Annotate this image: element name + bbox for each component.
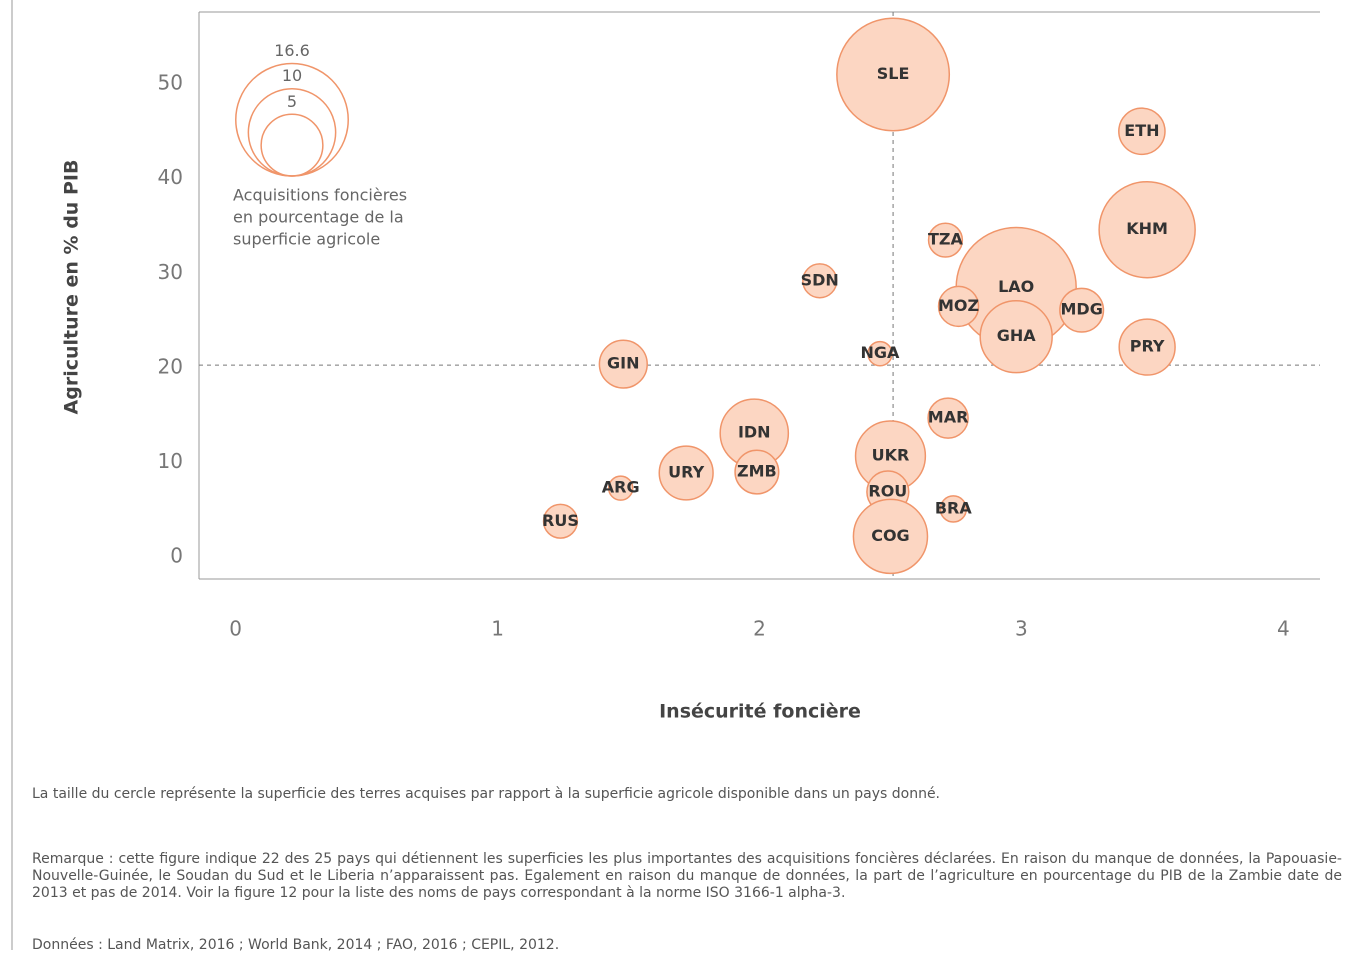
bubble xyxy=(867,340,893,367)
y-tick-label: 30 xyxy=(158,260,183,284)
bubble-label: SDN xyxy=(801,270,839,289)
bubble-label: NGA xyxy=(861,343,901,362)
size-legend-text: superficie agricole xyxy=(233,230,380,249)
bubble xyxy=(542,503,579,539)
bubble xyxy=(852,498,929,575)
bubble-label: SLE xyxy=(877,64,910,83)
bubble-label: ETH xyxy=(1124,121,1159,140)
bubble-label: GHA xyxy=(997,326,1037,345)
bubble xyxy=(927,397,969,439)
bubble xyxy=(979,299,1053,374)
bubble-label: URY xyxy=(668,462,704,481)
bubble-label: MOZ xyxy=(938,296,979,315)
bubble-label: ROU xyxy=(868,481,907,500)
x-tick-label: 2 xyxy=(753,617,766,641)
bubble xyxy=(607,475,634,501)
bubble xyxy=(836,17,951,132)
bubble xyxy=(927,222,964,258)
bubble-label: UKR xyxy=(872,445,910,464)
bubble xyxy=(734,449,780,495)
bubble-label: KHM xyxy=(1126,219,1168,238)
size-legend-circle xyxy=(260,113,324,177)
size-legend-text: Acquisitions foncières xyxy=(233,186,407,205)
bubble xyxy=(598,339,648,389)
bubble-label: GIN xyxy=(607,354,639,373)
caption: La taille du cercle représente la superf… xyxy=(32,786,941,802)
source: Données : Land Matrix, 2016 ; World Bank… xyxy=(32,937,560,953)
bubble-label: ZMB xyxy=(737,462,777,481)
bubble xyxy=(802,263,838,299)
bubble xyxy=(658,445,714,501)
y-tick-label: 0 xyxy=(170,544,183,568)
y-tick-label: 20 xyxy=(158,354,183,378)
size-legend-label: 10 xyxy=(282,66,302,85)
x-tick-label: 4 xyxy=(1277,617,1290,641)
y-tick-label: 50 xyxy=(158,70,183,94)
x-tick-label: 1 xyxy=(491,617,504,641)
y-tick-label: 40 xyxy=(158,165,183,189)
bubble-label: TZA xyxy=(928,230,964,249)
bubble-label: PRY xyxy=(1130,337,1165,356)
bubble-label: IDN xyxy=(738,423,771,442)
x-tick-label: 0 xyxy=(229,617,242,641)
size-legend-text: en pourcentage de la xyxy=(233,208,404,227)
bubble-label: MAR xyxy=(928,408,969,427)
bubble-label: RUS xyxy=(542,511,579,530)
bubble xyxy=(1118,107,1166,156)
bubble-label: ARG xyxy=(602,478,640,497)
size-legend-label: 16.6 xyxy=(274,41,310,60)
y-axis-title: Agriculture en % du PIB xyxy=(61,160,83,415)
bubble-label: MDG xyxy=(1060,300,1102,319)
note: Remarque : cette figure indique 22 des 2… xyxy=(32,851,1342,901)
bubble xyxy=(937,285,980,328)
bubble xyxy=(1098,180,1196,279)
bubble xyxy=(939,495,968,523)
bubble-label: COG xyxy=(871,526,909,545)
bubble xyxy=(1118,318,1176,376)
size-legend-label: 5 xyxy=(287,92,297,111)
bubble-label: LAO xyxy=(998,277,1034,296)
x-tick-label: 3 xyxy=(1015,617,1028,641)
chart: Insécurité foncière Agriculture en % du … xyxy=(61,11,1320,723)
bubble xyxy=(1059,287,1105,333)
y-tick-label: 10 xyxy=(158,449,183,473)
x-axis-title: Insécurité foncière xyxy=(659,701,861,723)
bubble-label: BRA xyxy=(935,498,973,517)
left-rule xyxy=(11,0,13,950)
